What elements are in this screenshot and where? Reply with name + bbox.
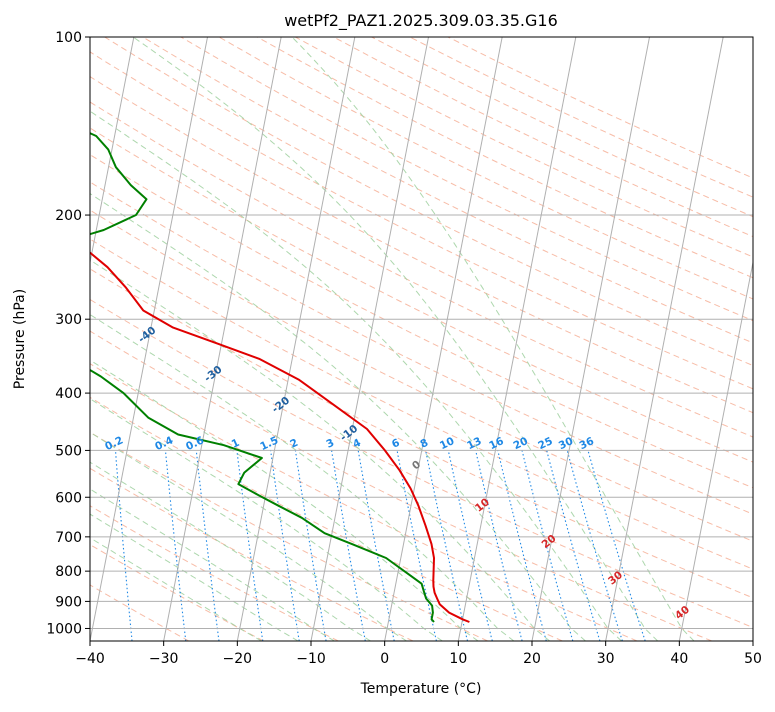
dry-adiabat: [0, 37, 637, 641]
dry-adiabat: [219, 37, 775, 641]
dry-adiabat: [143, 37, 775, 641]
dry-adiabat: [448, 37, 775, 641]
dry-adiabat: [0, 37, 488, 641]
dry-adiabat: [0, 37, 264, 641]
y-tick-label: 300: [55, 312, 82, 328]
y-tick-label: 1000: [46, 621, 82, 637]
x-tick-label: 30: [597, 651, 615, 667]
moist-adiabat: [0, 37, 586, 641]
y-tick-label: 200: [55, 208, 82, 224]
moist-adiabat: [0, 37, 514, 641]
isotherm-line: [679, 37, 775, 641]
x-tick-label: −20: [223, 651, 253, 667]
x-tick-label: −40: [75, 651, 105, 667]
mixing-ratio-label: 10: [438, 435, 456, 452]
isotherm-label: -40: [136, 324, 158, 345]
x-axis-title: Temperature (°C): [360, 681, 482, 697]
mixing-ratio-label: 3: [325, 437, 337, 451]
moist-adiabat: [292, 37, 694, 641]
x-tick-label: 20: [523, 651, 541, 667]
y-axis-title: Pressure (hPa): [12, 289, 28, 389]
mixing-ratio-label: 20: [512, 435, 530, 452]
mixing-ratio-line: [166, 450, 186, 641]
y-tick-label: 500: [55, 443, 82, 459]
mixing-ratio-label: 36: [578, 435, 596, 452]
x-tick-label: −30: [149, 651, 179, 667]
isotherm-line: [164, 37, 282, 641]
mixing-ratio-line: [295, 450, 326, 641]
dry-adiabat: [0, 37, 189, 641]
hot-isotherm-label: 0: [410, 458, 423, 472]
isotherm-line: [16, 37, 134, 641]
dry-adiabat: [0, 37, 712, 641]
y-tick-label: 800: [55, 564, 82, 580]
mixing-ratio-line: [567, 450, 622, 641]
mixing-ratio-label: 2: [288, 437, 300, 451]
x-tick-label: 10: [449, 651, 467, 667]
mixing-ratio-line: [588, 450, 645, 641]
y-tick-label: 400: [55, 386, 82, 402]
mixing-ratio-line: [196, 450, 219, 641]
grid-lines: [0, 37, 775, 641]
mixing-ratio-label: 30: [557, 435, 575, 452]
x-tick-label: 50: [744, 651, 762, 667]
y-tick-label: 600: [55, 490, 82, 506]
moist-adiabat: [0, 37, 371, 641]
mixing-ratio-label: 4: [351, 437, 363, 451]
isotherm-line: [606, 37, 724, 641]
mixing-ratio-label: 16: [487, 435, 505, 452]
dry-adiabat: [0, 37, 562, 641]
mixing-ratio-line: [547, 450, 600, 641]
mixing-ratio-line: [448, 450, 492, 641]
mixing-ratio-line: [358, 450, 394, 641]
isotherm-label: -20: [270, 395, 292, 416]
x-tick-label: −10: [296, 651, 326, 667]
dry-adiabat: [181, 37, 775, 641]
chart-title: wetPf2_PAZ1.2025.309.03.35.G16: [284, 11, 558, 31]
y-tick-label: 700: [55, 530, 82, 546]
mixing-ratio-label: 25: [536, 435, 554, 452]
isotherm-line: [385, 37, 503, 641]
x-tick-label: 0: [380, 651, 389, 667]
moist-adiabat: [0, 37, 478, 641]
moist-adiabat: [0, 37, 550, 641]
dry-adiabat: [0, 37, 338, 641]
mixing-ratio-line: [498, 450, 547, 641]
isotherm-line: [0, 37, 60, 641]
moist-adiabats: [0, 37, 694, 641]
isotherm-line: [753, 37, 775, 641]
y-tick-label: 900: [55, 594, 82, 610]
x-axis: −40 −30 −20 −10 0 10 20 30 40 50: [75, 641, 762, 667]
isotherm-line: [458, 37, 576, 641]
isotherm-line: [532, 37, 650, 641]
x-tick-label: 40: [670, 651, 688, 667]
plot-area: 0.10.20.40.611.52346810131620253036-100-…: [0, 37, 775, 641]
isotherm-label: -50: [72, 277, 94, 298]
y-tick-label: 100: [55, 30, 82, 46]
y-axis: 100 200 300 400 500 600 700 800 900 1000: [46, 30, 90, 637]
isotherm-label: -60: [7, 232, 29, 253]
hot-isotherm-label: 40: [673, 604, 692, 622]
dry-adiabat: [66, 37, 775, 641]
moist-adiabat: [0, 37, 621, 641]
